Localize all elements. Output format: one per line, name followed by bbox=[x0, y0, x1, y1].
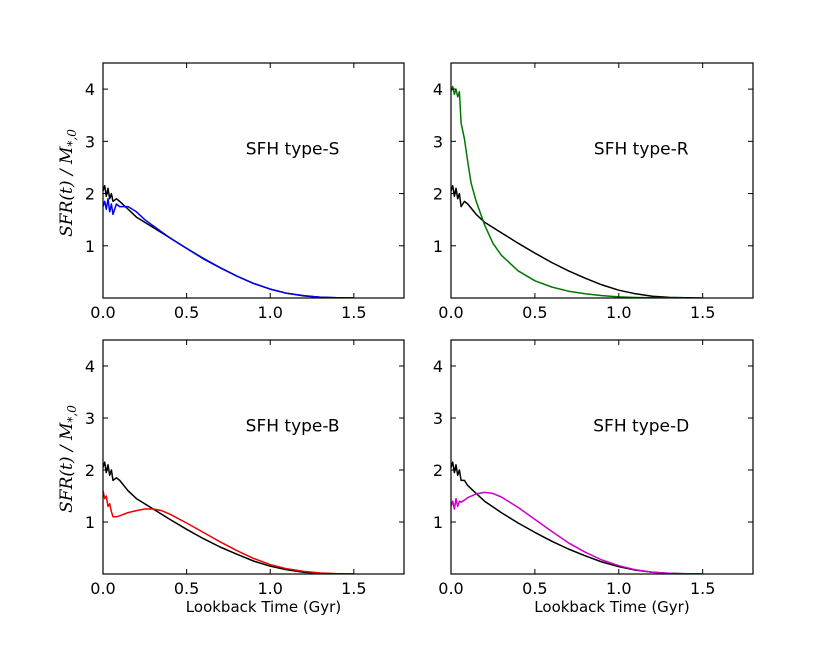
x-tick-label: 1.5 bbox=[341, 579, 366, 598]
y-axis-title-top: SFR(t) / M*,0 bbox=[57, 129, 79, 237]
y-tick-label: 1 bbox=[85, 513, 95, 532]
panel-title: SFH type-B bbox=[246, 416, 340, 436]
y-axis-title-bottom-text: SFR(t) / M*,0 bbox=[57, 405, 79, 513]
x-tick-label: 0.5 bbox=[522, 303, 547, 322]
y-tick-label: 2 bbox=[433, 461, 443, 480]
x-tick-label: 0.0 bbox=[438, 303, 463, 322]
x-tick-label: 1.0 bbox=[257, 303, 282, 322]
x-axis-title: Lookback Time (Gyr) bbox=[534, 598, 689, 616]
x-tick-label: 0.0 bbox=[90, 579, 115, 598]
x-tick-label: 0.5 bbox=[174, 579, 199, 598]
y-tick-label: 1 bbox=[433, 237, 443, 256]
x-axis-title: Lookback Time (Gyr) bbox=[186, 598, 341, 616]
series-line-sfh bbox=[103, 490, 354, 574]
y-tick-label: 3 bbox=[433, 409, 443, 428]
x-tick-label: 1.5 bbox=[690, 579, 715, 598]
y-tick-label: 1 bbox=[433, 513, 443, 532]
x-tick-label: 0.0 bbox=[438, 579, 463, 598]
y-axis-title-bottom: SFR(t) / M*,0 bbox=[57, 405, 79, 513]
plot-frame bbox=[450, 62, 754, 299]
plot-frame bbox=[102, 339, 405, 575]
y-tick-label: 2 bbox=[85, 185, 95, 204]
y-tick-label: 4 bbox=[433, 80, 443, 99]
panel-2: 0.0 0.5 1.0 1.5 1 2 3 4 SFH type-R bbox=[433, 62, 754, 322]
y-axis-title-top-text: SFR(t) / M*,0 bbox=[57, 129, 79, 237]
x-tick-label: 0.5 bbox=[174, 303, 199, 322]
x-tick-label: 1.5 bbox=[690, 303, 715, 322]
x-tick-label: 1.0 bbox=[257, 579, 282, 598]
plot-frame bbox=[102, 62, 405, 299]
panel-title: SFH type-S bbox=[246, 140, 340, 160]
x-tick-label: 1.5 bbox=[341, 303, 366, 322]
x-tick-label: 1.0 bbox=[606, 303, 631, 322]
x-tick-label: 0.5 bbox=[522, 579, 547, 598]
y-tick-label: 1 bbox=[85, 237, 95, 256]
panel-title: SFH type-D bbox=[593, 416, 689, 436]
y-tick-label: 4 bbox=[85, 80, 95, 99]
panel-1: 0.0 0.5 1.0 1.5 1 2 3 4 SFH type-S bbox=[85, 62, 405, 322]
y-tick-label: 4 bbox=[85, 357, 95, 376]
panel-4: 0.0 0.5 1.0 1.5 1 2 3 4 SFH type-D Lookback Time … bbox=[433, 339, 754, 616]
y-tick-label: 4 bbox=[433, 357, 443, 376]
x-tick-label: 0.0 bbox=[90, 303, 115, 322]
plot-frame bbox=[450, 339, 754, 575]
y-tick-label: 3 bbox=[85, 409, 95, 428]
series-line-sfh bbox=[451, 491, 703, 574]
series-line-sfh bbox=[103, 198, 354, 298]
panels: 0.0 0.5 1.0 1.5 1 2 3 4 SFH type-S 0.0 0.5 1.0 1.5 1 2… bbox=[85, 62, 754, 616]
y-tick-label: 2 bbox=[85, 461, 95, 480]
y-tick-label: 2 bbox=[433, 185, 443, 204]
panel-3: 0.0 0.5 1.0 1.5 1 2 3 4 SFH type-B Lookback Time … bbox=[85, 339, 405, 616]
panel-title: SFH type-R bbox=[594, 140, 689, 160]
x-tick-label: 1.0 bbox=[606, 579, 631, 598]
series-line-reference bbox=[451, 184, 703, 298]
y-tick-label: 3 bbox=[85, 132, 95, 151]
series-line-reference bbox=[103, 461, 354, 574]
y-tick-label: 3 bbox=[433, 132, 443, 151]
